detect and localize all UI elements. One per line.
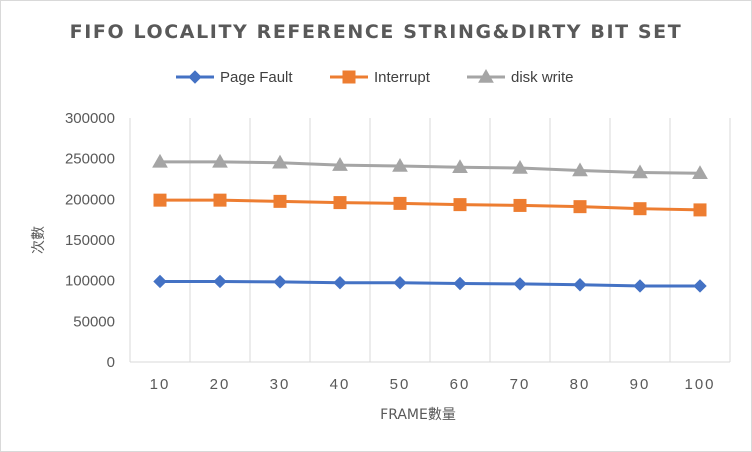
data-point — [513, 198, 527, 212]
data-point — [633, 279, 647, 293]
series-disk-write — [152, 153, 708, 180]
x-tick-label: 100 — [684, 376, 715, 393]
y-tick-label: 150000 — [65, 232, 115, 249]
data-point — [453, 276, 467, 291]
y-tick-label: 50000 — [73, 313, 115, 330]
y-axis-tick-labels: 0 50000 100000 150000 200000 250000 300000 — [65, 110, 115, 371]
series-line — [160, 198, 701, 212]
data-point — [273, 194, 287, 208]
data-point — [393, 196, 407, 210]
data-point — [632, 164, 648, 179]
y-tick-label: 250000 — [65, 151, 115, 168]
data-point — [212, 153, 228, 168]
data-point — [452, 159, 468, 173]
data-point — [152, 153, 168, 168]
legend-item: disk write — [467, 68, 574, 86]
legend: Page Fault Interrupt disk write — [176, 68, 574, 86]
data-point — [573, 200, 587, 214]
data-point — [572, 162, 588, 177]
gridlines — [129, 118, 731, 363]
chart-title: FIFO LOCALITY REFERENCE STRING&DIRTY BIT… — [70, 21, 683, 43]
x-tick-label: 40 — [330, 376, 351, 393]
data-point — [333, 275, 347, 290]
y-axis-title: 次數 — [31, 226, 47, 254]
series-page-fault — [153, 274, 707, 293]
data-point — [272, 154, 288, 169]
x-tick-label: 80 — [570, 376, 591, 393]
y-tick-label: 0 — [107, 354, 115, 371]
legend-marker — [342, 70, 356, 84]
data-point — [332, 157, 348, 171]
y-tick-label: 300000 — [65, 110, 115, 127]
x-tick-label: 50 — [390, 376, 411, 393]
data-point — [153, 193, 167, 207]
series-interrupt — [153, 193, 707, 217]
series-line — [160, 160, 701, 175]
legend-item: Page Fault — [176, 69, 293, 86]
data-point — [693, 203, 707, 217]
data-point — [453, 198, 467, 212]
data-point — [213, 193, 227, 207]
x-tick-label: 10 — [150, 376, 171, 393]
x-tick-label: 20 — [210, 376, 231, 393]
x-tick-label: 60 — [450, 376, 471, 393]
data-point — [392, 157, 408, 172]
data-point — [512, 160, 528, 174]
legend-marker — [478, 68, 494, 83]
data-point — [153, 274, 167, 289]
legend-item: Interrupt — [330, 69, 431, 86]
data-point — [213, 274, 227, 289]
series-line — [160, 279, 700, 288]
y-tick-label: 100000 — [65, 273, 115, 290]
data-point — [693, 279, 707, 293]
legend-label: Interrupt — [374, 69, 431, 86]
data-point — [273, 275, 287, 289]
x-axis-tick-labels: 10 20 30 40 50 60 70 80 90 100 — [150, 376, 715, 393]
data-point — [513, 277, 527, 291]
x-tick-label: 30 — [270, 376, 291, 393]
legend-marker — [188, 70, 202, 84]
y-tick-label: 200000 — [65, 191, 115, 208]
data-point — [393, 275, 407, 290]
x-tick-label: 70 — [510, 376, 531, 393]
x-tick-label: 90 — [630, 376, 651, 393]
data-point — [333, 196, 347, 210]
series-lines — [152, 153, 708, 293]
data-point — [633, 202, 647, 216]
data-point — [692, 165, 708, 180]
legend-label: Page Fault — [220, 69, 293, 86]
x-axis-title: FRAME數量 — [380, 407, 456, 423]
data-point — [573, 278, 587, 292]
legend-label: disk write — [511, 69, 574, 86]
